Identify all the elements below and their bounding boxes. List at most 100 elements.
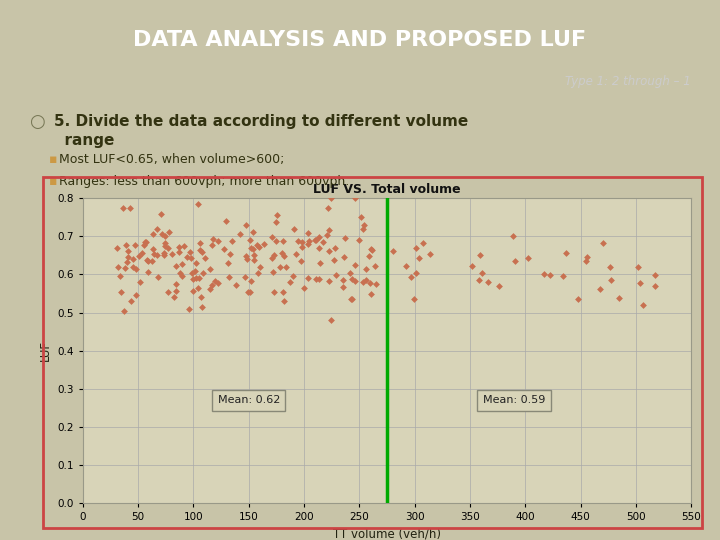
Text: ○: ○ [29, 112, 45, 131]
Point [168, 292, 180, 301]
Point [280, 262, 292, 271]
Point [244, 235, 256, 244]
X-axis label: TT volume (veh/h): TT volume (veh/h) [333, 528, 441, 540]
Point [122, 247, 134, 255]
Text: ▪: ▪ [49, 175, 58, 188]
Point [199, 254, 211, 262]
Point [649, 282, 661, 291]
Point [187, 286, 199, 295]
Point [277, 288, 289, 296]
Point [117, 204, 128, 212]
Point [613, 293, 625, 302]
Point [239, 272, 251, 281]
Point [268, 287, 279, 296]
Point [159, 239, 171, 248]
Point [181, 253, 193, 261]
Point [122, 253, 134, 261]
Point [345, 294, 356, 303]
Point [366, 289, 377, 298]
Point [346, 294, 357, 303]
Point [148, 230, 159, 239]
Point [151, 225, 163, 233]
Point [580, 256, 591, 265]
Point [271, 218, 282, 226]
Point [417, 238, 428, 247]
Point [240, 221, 252, 230]
Point [119, 307, 130, 315]
Point [190, 274, 202, 282]
Point [561, 248, 572, 257]
Point [194, 238, 206, 247]
Point [248, 251, 260, 260]
Point [322, 204, 333, 213]
Point [328, 255, 340, 264]
Point [254, 262, 266, 271]
Point [366, 245, 377, 254]
Point [302, 228, 314, 237]
Point [240, 252, 252, 260]
Point [538, 269, 549, 278]
Point [220, 217, 232, 225]
Point [186, 268, 198, 277]
Point [218, 244, 230, 253]
Point [370, 280, 382, 289]
Text: DATA ANALYSIS AND PROPOSED LUF: DATA ANALYSIS AND PROPOSED LUF [133, 30, 587, 50]
Point [209, 276, 220, 285]
Point [253, 243, 265, 252]
Point [207, 234, 219, 243]
Point [176, 272, 188, 280]
Point [179, 241, 190, 250]
Point [136, 248, 148, 257]
Point [148, 250, 160, 259]
Point [313, 244, 325, 253]
Point [338, 252, 350, 261]
Point [309, 235, 320, 244]
Point [147, 245, 158, 254]
Point [204, 265, 216, 273]
Point [632, 263, 644, 272]
Point [206, 281, 217, 290]
Point [400, 262, 412, 271]
Point [241, 255, 253, 264]
Point [476, 268, 487, 277]
Point [247, 245, 258, 253]
Point [317, 237, 328, 246]
Point [364, 279, 376, 287]
Point [310, 274, 322, 283]
Point [278, 297, 289, 306]
Text: Mean: 0.59: Mean: 0.59 [483, 395, 545, 406]
Point [523, 253, 534, 262]
Point [295, 256, 307, 265]
Point [140, 238, 152, 247]
Point [130, 241, 141, 249]
Point [302, 240, 314, 248]
Point [269, 251, 280, 259]
Point [424, 249, 436, 258]
Point [156, 230, 168, 238]
Point [222, 273, 234, 281]
Point [337, 282, 348, 291]
Text: Most LUF<0.65, when volume>600;: Most LUF<0.65, when volume>600; [59, 153, 284, 166]
Point [557, 272, 568, 281]
Point [277, 237, 289, 245]
Point [158, 251, 170, 259]
Point [142, 268, 153, 276]
Point [139, 241, 150, 249]
Point [130, 265, 142, 274]
Point [276, 249, 288, 258]
Point [467, 262, 478, 271]
Text: range: range [54, 133, 114, 148]
Point [405, 273, 416, 281]
Point [349, 276, 361, 285]
Point [321, 231, 333, 239]
Point [410, 243, 421, 252]
Point [508, 232, 519, 241]
Point [289, 225, 300, 234]
Point [258, 240, 269, 248]
Point [325, 316, 337, 325]
Y-axis label: LUF: LUF [39, 340, 52, 361]
Point [153, 273, 164, 282]
Point [121, 257, 132, 266]
Point [162, 288, 174, 296]
Point [226, 237, 238, 245]
